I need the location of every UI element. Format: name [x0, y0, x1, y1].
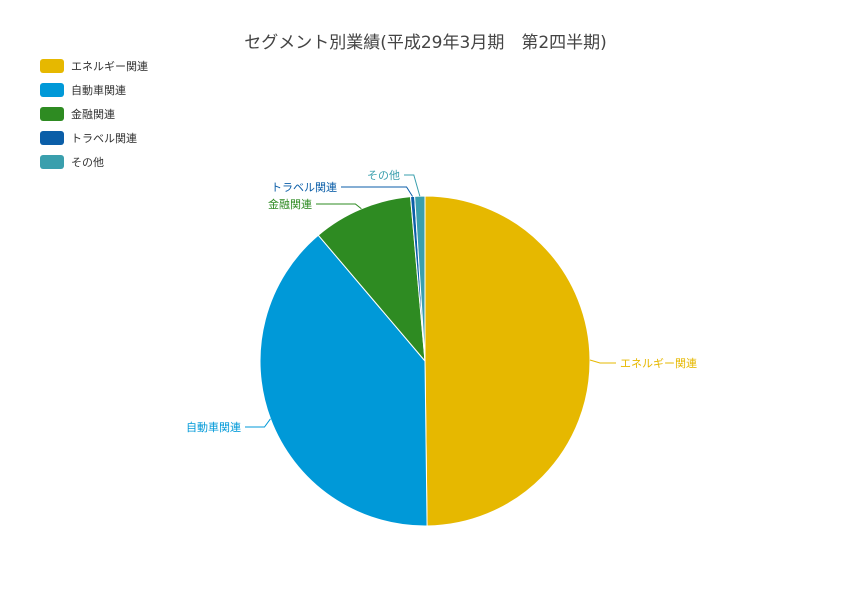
- legend-item[interactable]: トラベル関連: [40, 126, 148, 150]
- legend-swatch: [40, 107, 64, 121]
- slice-label: エネルギー関連: [620, 356, 697, 370]
- slice-label: 自動車関連: [186, 420, 241, 434]
- legend-label: 金融関連: [71, 108, 115, 121]
- leader-line: [316, 203, 362, 210]
- legend-label: その他: [71, 156, 104, 169]
- legend: エネルギー関連 自動車関連 金融関連 トラベル関連 その他: [40, 54, 148, 174]
- slice-label: 金融関連: [268, 197, 312, 211]
- leader-line: [341, 186, 413, 197]
- legend-label: 自動車関連: [71, 84, 126, 97]
- slice-label: その他: [367, 169, 400, 182]
- legend-swatch: [40, 83, 64, 97]
- leader-line: [589, 359, 616, 364]
- legend-label: エネルギー関連: [71, 60, 148, 73]
- legend-swatch: [40, 131, 64, 145]
- legend-swatch: [40, 59, 64, 73]
- legend-item[interactable]: その他: [40, 150, 148, 174]
- pie-slice[interactable]: [259, 234, 428, 527]
- pie-slice[interactable]: [414, 195, 426, 362]
- legend-label: トラベル関連: [71, 132, 137, 145]
- legend-item[interactable]: 自動車関連: [40, 78, 148, 102]
- slice-label: トラベル関連: [271, 180, 337, 194]
- chart-title: セグメント別業績(平成29年3月期 第2四半期): [244, 33, 607, 53]
- pie-slice[interactable]: [424, 195, 591, 527]
- pie-slice[interactable]: [317, 196, 426, 363]
- legend-item[interactable]: 金融関連: [40, 102, 148, 126]
- leader-line: [245, 418, 271, 428]
- legend-item[interactable]: エネルギー関連: [40, 54, 148, 78]
- legend-swatch: [40, 155, 64, 169]
- leader-line: [404, 174, 421, 197]
